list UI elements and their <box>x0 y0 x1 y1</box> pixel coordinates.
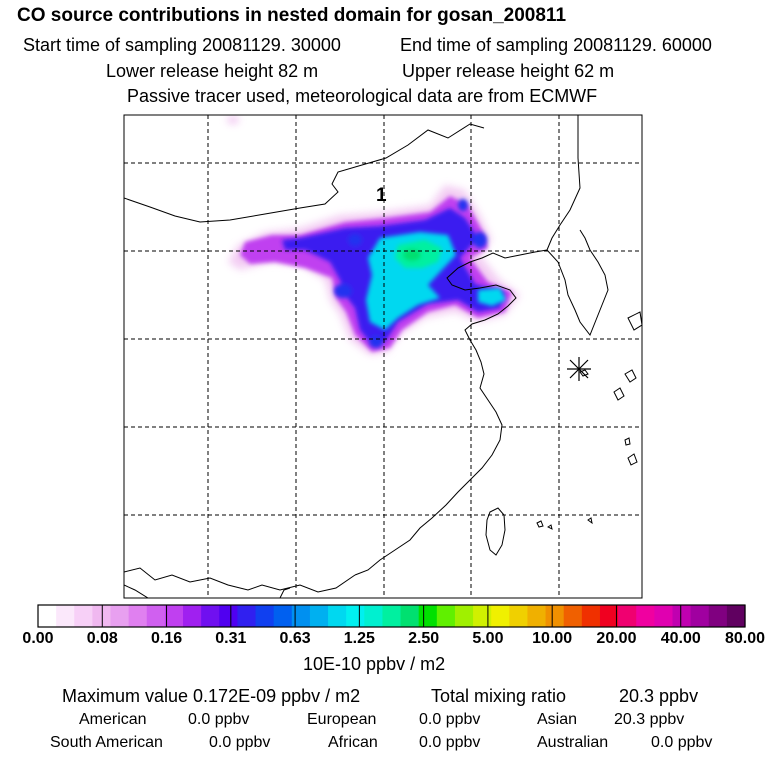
region-value: 20.3 ppbv <box>614 711 685 728</box>
coastlines <box>124 115 642 598</box>
receptor-star-icon <box>567 357 591 381</box>
colorbar-cell <box>654 605 674 627</box>
colorbar-tick: 10.00 <box>532 630 573 647</box>
colorbar-cell <box>364 605 384 627</box>
colorbar-cell <box>636 605 655 627</box>
region-name: South American <box>50 734 163 751</box>
region-name: Asian <box>537 711 578 728</box>
colorbar <box>37 604 746 628</box>
colorbar-cell <box>38 605 57 627</box>
colorbar-cell <box>418 605 438 627</box>
region-value: 0.0 ppbv <box>188 711 250 728</box>
total-mixing-value: 20.3 ppbv <box>619 686 699 706</box>
map-frame <box>123 114 643 599</box>
colorbar-tick: 80.00 <box>724 630 766 647</box>
colorbar-cell <box>328 605 347 627</box>
colorbar-cell <box>454 605 474 627</box>
colorbar-cell <box>237 605 257 627</box>
lat-lon-grid <box>124 115 642 598</box>
colorbar-cell <box>527 605 547 627</box>
colorbar-tick: 0.00 <box>22 630 54 647</box>
region-value: 0.0 ppbv <box>209 734 271 751</box>
region-name: European <box>307 711 377 728</box>
colorbar-tick: 2.50 <box>408 630 440 647</box>
concentration-field <box>227 116 520 355</box>
colorbar-cell <box>164 605 184 627</box>
total-mixing-label: Total mixing ratio <box>431 686 567 706</box>
colorbar-frame <box>37 604 746 628</box>
region-name: Australian <box>537 734 609 751</box>
colorbar-cell <box>599 605 619 627</box>
colorbar-cell <box>509 605 529 627</box>
colorbar-cell <box>110 605 130 627</box>
colorbar-cell <box>690 605 710 627</box>
colorbar-cell <box>400 605 420 627</box>
plot-title: CO source contributions in nested domain… <box>17 5 567 26</box>
colorbar-cell <box>128 605 148 627</box>
lower-release-label: Lower release height 82 m <box>106 61 319 81</box>
colorbar-tick: 0.31 <box>215 630 247 647</box>
colorbar-cell <box>491 605 510 627</box>
region-name: American <box>79 711 147 728</box>
colorbar-cell <box>219 605 239 627</box>
colorbar-cell <box>672 605 692 627</box>
colorbar-tick: 0.08 <box>86 630 118 647</box>
colorbar-cell <box>273 605 293 627</box>
region-value: 0.0 ppbv <box>419 734 481 751</box>
colorbar-cell <box>309 605 329 627</box>
colorbar-cell <box>545 605 565 627</box>
region-value: 0.0 ppbv <box>419 711 481 728</box>
trajectory-marker: 1 <box>376 185 387 206</box>
colorbar-tick: 0.63 <box>279 630 311 647</box>
colorbar-tick: 5.00 <box>472 630 504 647</box>
colorbar-cell <box>346 605 365 627</box>
colorbar-cell <box>382 605 402 627</box>
unit-label: 10E-10 ppbv / m2 <box>303 654 446 674</box>
start-time-label: Start time of sampling 20081129. 30000 <box>23 35 341 55</box>
colorbar-tick: 1.25 <box>343 630 375 647</box>
colorbar-cell <box>201 605 220 627</box>
colorbar-cell <box>708 605 728 627</box>
region-value: 0.0 ppbv <box>651 734 713 751</box>
colorbar-cell <box>183 605 202 627</box>
colorbar-cell <box>74 605 93 627</box>
tracer-label: Passive tracer used, meteorological data… <box>127 86 598 106</box>
colorbar-cell <box>563 605 583 627</box>
end-time-label: End time of sampling 20081129. 60000 <box>400 35 712 55</box>
max-value-label: Maximum value 0.172E-09 ppbv / m2 <box>62 686 361 706</box>
upper-release-label: Upper release height 62 m <box>402 61 615 81</box>
colorbar-cell <box>291 605 311 627</box>
colorbar-cell <box>146 605 166 627</box>
colorbar-cell <box>473 605 492 627</box>
colorbar-cell <box>92 605 112 627</box>
colorbar-cell <box>581 605 601 627</box>
colorbar-cell <box>56 605 75 627</box>
colorbar-tick: 0.16 <box>150 630 183 647</box>
colorbar-tick: 20.00 <box>596 630 637 647</box>
colorbar-cell <box>618 605 637 627</box>
colorbar-tick: 40.00 <box>660 630 701 647</box>
colorbar-cell <box>255 605 275 627</box>
colorbar-cell <box>436 605 456 627</box>
region-name: African <box>328 734 378 751</box>
colorbar-cell <box>726 605 746 627</box>
